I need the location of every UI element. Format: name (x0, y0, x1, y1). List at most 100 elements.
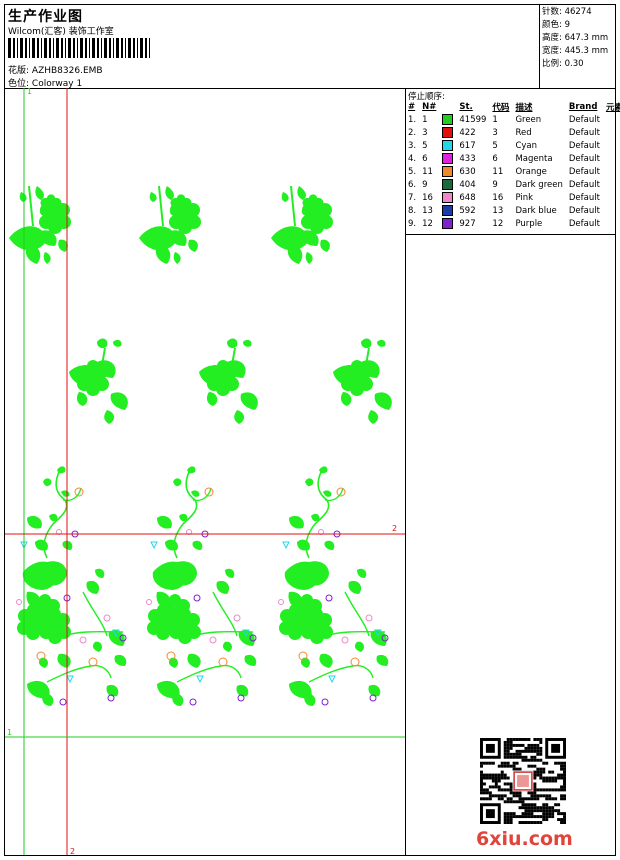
col-element: 元素 (605, 102, 620, 113)
row-element (603, 165, 620, 178)
row-num: 3. (408, 140, 417, 151)
col-swatch (439, 100, 456, 113)
row-num: 7. (408, 192, 417, 203)
row-brand: Default (568, 179, 600, 190)
row-n: 6 (422, 153, 428, 164)
row-num: 5. (408, 166, 417, 177)
row-code: 1 (492, 114, 498, 125)
row-element (603, 126, 620, 139)
table-row: 6. 9 404 9 Dark green Default (405, 178, 620, 191)
pattern-label: 花版: (8, 66, 30, 76)
row-code: 3 (492, 127, 498, 138)
row-desc: Dark green (515, 179, 563, 190)
motif-row3-1 (17, 466, 127, 706)
row-st: 927 (459, 218, 476, 229)
row-code: 16 (492, 192, 504, 203)
row-num: 9. (408, 218, 417, 229)
row-brand: Default (568, 218, 600, 229)
color-swatch (442, 205, 454, 216)
sequence-title: 停止顺序: (408, 92, 445, 102)
row-desc: Cyan (515, 140, 537, 151)
row-desc: Magenta (515, 153, 553, 164)
stats-divider (539, 4, 540, 88)
table-row: 5. 11 630 11 Orange Default (405, 165, 620, 178)
row-swatch (439, 204, 456, 217)
color-swatch (442, 114, 454, 125)
row-desc: Dark blue (515, 205, 557, 216)
row-desc: Orange (515, 166, 547, 177)
stop-sequence-table: # N# St. 代码 描述 Brand 元素 1. 1 41599 1 Green De… (405, 100, 620, 230)
guide-label-green-left: 1 (7, 728, 12, 737)
row-code: 9 (492, 179, 498, 190)
row-num: 1. (408, 114, 417, 125)
colorway-label: 色位: (8, 79, 30, 89)
row-desc: Pink (515, 192, 534, 203)
color-swatch (442, 179, 454, 190)
table-row: 7. 16 648 16 Pink Default (405, 191, 620, 204)
row-swatch (439, 113, 456, 126)
row-brand: Default (568, 166, 600, 177)
guide-label-green-top: 1 (27, 88, 32, 96)
barcode (8, 38, 150, 58)
colorway-row: 色位: Colorway 1 (8, 76, 82, 89)
row-code: 11 (492, 166, 504, 177)
motif-row3-3 (279, 466, 389, 706)
stat-stitches: 针数: 46274 (542, 7, 592, 17)
row-element (603, 217, 620, 230)
pattern-row: 花版: AZHB8326.EMB (8, 63, 103, 76)
col-n: N# (422, 101, 437, 112)
guide-label-red-bottom: 2 (70, 847, 75, 855)
embroidery-design-preview: 1 2 1 2 (5, 88, 405, 855)
row-num: 6. (408, 179, 417, 190)
row-element (603, 113, 620, 126)
row-brand: Default (568, 140, 600, 151)
table-bottom-divider (405, 234, 616, 235)
row-brand: Default (568, 205, 600, 216)
pattern-value: AZHB8326.EMB (31, 66, 103, 76)
row-swatch (439, 217, 456, 230)
stat-colors: 颜色: 9 (542, 20, 570, 30)
motif-row1-3 (271, 186, 333, 264)
row-desc: Green (515, 114, 542, 125)
color-swatch (442, 218, 454, 229)
qr-code (480, 738, 566, 824)
row-element (603, 139, 620, 152)
motif-row2-1 (69, 339, 128, 424)
row-brand: Default (568, 114, 600, 125)
row-n: 12 (422, 218, 433, 229)
row-n: 16 (422, 192, 433, 203)
row-code: 12 (492, 218, 504, 229)
color-swatch (442, 140, 454, 151)
stat-width: 宽度: 445.3 mm (542, 46, 609, 56)
row-st: 422 (459, 127, 476, 138)
motif-row1-2 (139, 186, 201, 264)
row-n: 13 (422, 205, 433, 216)
color-swatch (442, 166, 454, 177)
motif-row2-3 (333, 339, 392, 424)
row-st: 41599 (459, 114, 487, 125)
row-brand: Default (568, 127, 600, 138)
col-code: 代码 (492, 102, 510, 113)
row-element (603, 178, 620, 191)
row-code: 6 (492, 153, 498, 164)
row-n: 11 (422, 166, 433, 177)
row-num: 4. (408, 153, 417, 164)
col-st: St. (459, 101, 473, 112)
table-row: 4. 6 433 6 Magenta Default (405, 152, 620, 165)
stats-panel: 针数: 46274 颜色: 9 高度: 647.3 mm 宽度: 445.3 m… (542, 6, 608, 71)
row-element (603, 204, 620, 217)
sheet-frame (4, 4, 616, 856)
page-title: 生产作业图 (8, 9, 83, 25)
table-row: 1. 1 41599 1 Green Default (405, 113, 620, 126)
col-desc: 描述 (515, 102, 533, 113)
stat-scale: 比例: 0.30 (542, 59, 584, 69)
row-n: 9 (422, 179, 428, 190)
table-header-row: # N# St. 代码 描述 Brand 元素 (405, 100, 620, 113)
row-desc: Purple (515, 218, 543, 229)
table-row: 3. 5 617 5 Cyan Default (405, 139, 620, 152)
panel-divider (405, 88, 406, 856)
color-swatch (442, 127, 454, 138)
motif-row3-2 (147, 466, 257, 706)
row-num: 8. (408, 205, 417, 216)
row-swatch (439, 152, 456, 165)
